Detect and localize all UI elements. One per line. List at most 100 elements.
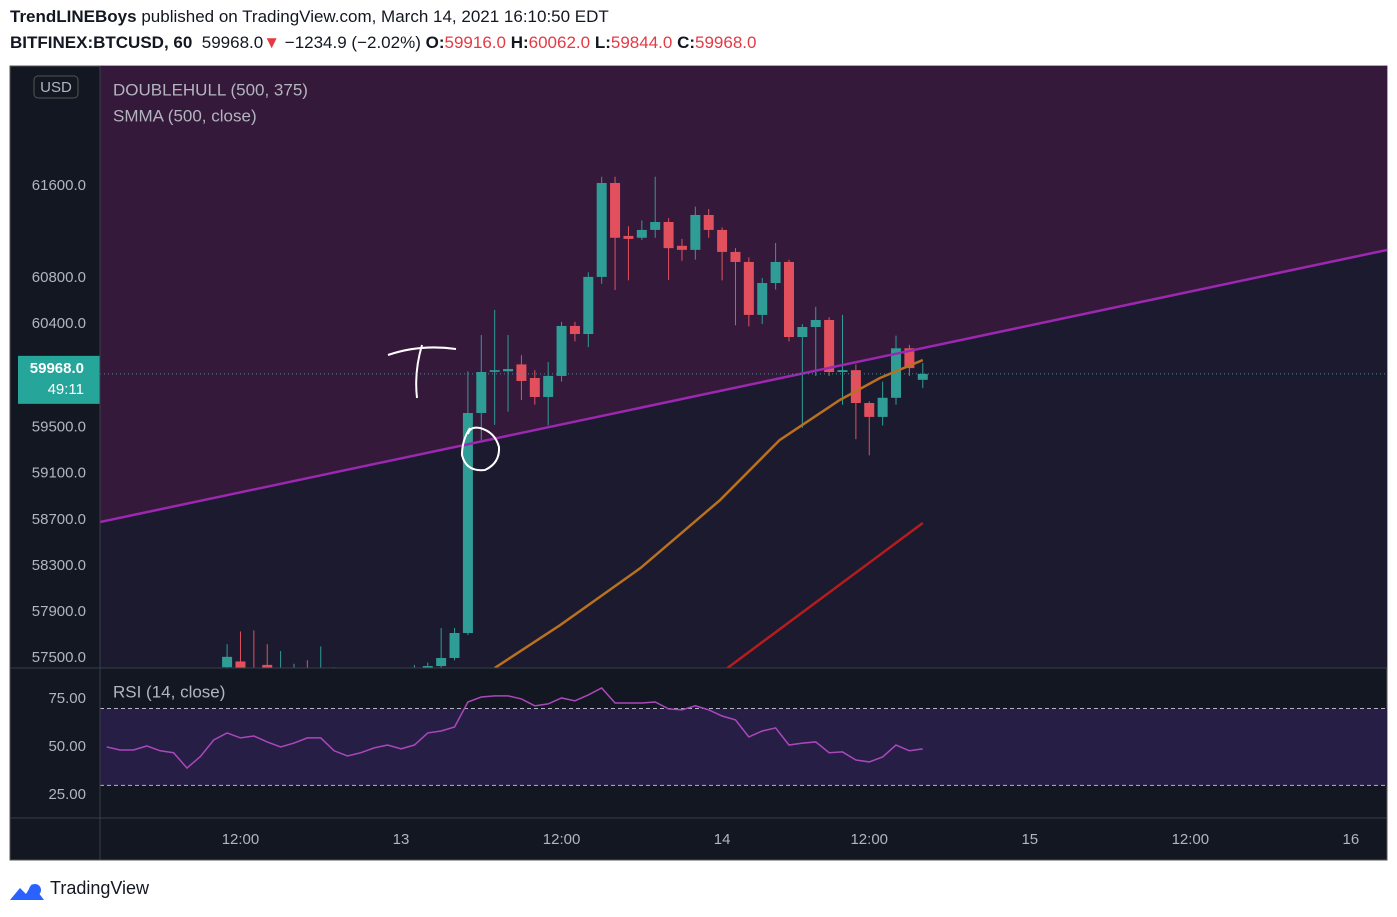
- hull-fill: [100, 66, 1387, 523]
- candle-body: [476, 372, 487, 413]
- y-tick-label: 57500.0: [32, 649, 86, 666]
- last-price-label: 59968.0: [30, 360, 84, 377]
- y-tick-label: 58700.0: [32, 511, 86, 528]
- rsi-band: [100, 708, 1387, 786]
- candle-body: [449, 633, 460, 658]
- candle-body: [583, 276, 594, 335]
- header-line-2: BITFINEX:BTCUSD, 60 59968.0▼ −1234.9 (−2…: [10, 33, 756, 53]
- o-value: 59916.0: [444, 33, 506, 52]
- candle-body: [703, 214, 714, 230]
- c-value: 59968.0: [695, 33, 757, 52]
- published: published on TradingView.com, March 14, …: [141, 7, 609, 26]
- legend-rsi: RSI (14, close): [113, 682, 225, 701]
- overlay-line: [493, 358, 924, 668]
- author: TrendLINEBoys: [10, 7, 137, 26]
- candle-body: [235, 661, 246, 668]
- main-plot: [100, 66, 1387, 668]
- rsi-line: [106, 687, 923, 770]
- x-tick-label: 14: [714, 831, 731, 848]
- change: −1234.9 (−2.02%): [284, 33, 421, 52]
- last-price-box: [18, 355, 100, 404]
- candle-body: [529, 377, 540, 397]
- c-label: C:: [677, 33, 696, 52]
- candle-body: [262, 664, 273, 668]
- candle-body: [717, 229, 728, 252]
- x-tick-label: 12:00: [850, 831, 888, 848]
- y-tick-label: 59500.0: [32, 419, 86, 436]
- x-tick-label: 16: [1343, 831, 1360, 848]
- currency-box: [33, 75, 79, 99]
- candle-body: [676, 245, 687, 250]
- x-tick-label: 12:00: [222, 831, 260, 848]
- candle-body: [516, 364, 527, 381]
- candle-body: [743, 261, 754, 315]
- candle-body: [850, 370, 861, 403]
- y-tick-label: 61600.0: [32, 177, 86, 194]
- x-tick-label: 12:00: [543, 831, 581, 848]
- y-tick-label: 60800.0: [32, 269, 86, 286]
- candle-body: [824, 319, 835, 373]
- y-tick-label: 57900.0: [32, 603, 86, 620]
- candle-body: [783, 261, 794, 338]
- symbol: BITFINEX:BTCUSD, 60: [10, 33, 193, 52]
- y-tick-label: 59100.0: [32, 465, 86, 482]
- candle-body: [422, 666, 433, 668]
- h-label: H:: [510, 33, 529, 52]
- h-value: 60062.0: [528, 33, 591, 52]
- candle-body: [610, 182, 621, 238]
- candle-body: [489, 370, 500, 372]
- candle-body: [663, 221, 674, 249]
- header-line-1: TrendLINEBoys published on TradingView.c…: [10, 7, 609, 27]
- x-tick-label: 13: [393, 831, 410, 848]
- last: 59968.0: [201, 33, 264, 52]
- arrow: ▼: [263, 33, 281, 52]
- rsi-plot: [100, 687, 1387, 786]
- candle-body: [837, 370, 848, 373]
- currency: USD: [40, 79, 72, 96]
- l-label: L:: [594, 33, 611, 52]
- legend-smma: SMMA (500, close): [113, 106, 257, 125]
- candle-body: [222, 656, 233, 668]
- candle-body: [864, 402, 875, 417]
- candle-body: [543, 375, 554, 397]
- drawing-circle: [460, 426, 501, 472]
- o-label: O:: [425, 33, 445, 52]
- overlay-layer: 61600.0 60800.0 60400.0 59500.0 59100.0 58700…: [18, 177, 1359, 848]
- overlay-line: [100, 248, 1387, 524]
- logo: [10, 884, 44, 900]
- candle-body: [757, 283, 768, 315]
- candle-body: [596, 182, 607, 277]
- y-tick-label: 58300.0: [32, 557, 86, 574]
- candle-body: [770, 261, 781, 284]
- y-tick-label: 50.00: [48, 738, 86, 755]
- candle-body: [623, 235, 634, 239]
- overlay-line: [726, 522, 924, 668]
- footer: TradingView: [50, 878, 150, 898]
- candle-body: [797, 326, 808, 338]
- candle-body: [569, 325, 580, 335]
- candle-body: [636, 229, 647, 238]
- legend-hull: DOUBLEHULL (500, 375): [113, 80, 308, 99]
- candle-body: [503, 369, 514, 372]
- x-tick-label: 12:00: [1172, 831, 1210, 848]
- candle-body: [556, 325, 567, 376]
- candle-body: [917, 373, 928, 380]
- x-tick-label: 15: [1021, 831, 1038, 848]
- candle-body: [810, 319, 821, 327]
- y-tick-label: 75.00: [48, 690, 86, 707]
- countdown: 49:11: [48, 381, 84, 398]
- candle-body: [891, 348, 902, 398]
- y-tick-label: 25.00: [48, 786, 86, 803]
- candle-body: [436, 657, 447, 667]
- candle-body: [877, 397, 888, 417]
- candle-body: [650, 221, 661, 230]
- candle-body: [462, 412, 473, 634]
- drawing-t: [387, 344, 457, 399]
- candle-body: [904, 348, 915, 369]
- candle-body: [730, 251, 741, 262]
- y-tick-label: 60400.0: [32, 315, 86, 332]
- l-value: 59844.0: [610, 33, 673, 52]
- candle-body: [690, 214, 701, 250]
